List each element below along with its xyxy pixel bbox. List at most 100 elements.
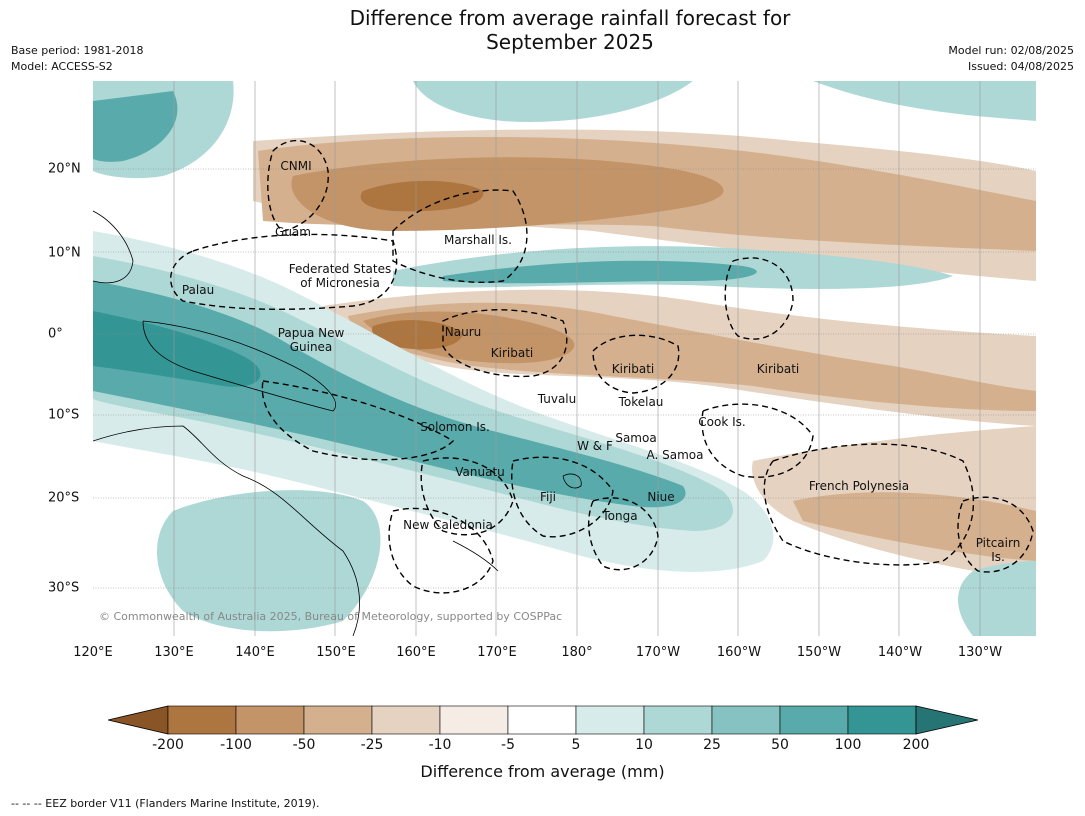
country-label: Kiribati — [490, 346, 534, 360]
country-label: Marshall Is. — [444, 233, 512, 247]
colorbar-tick-label: -5 — [501, 737, 515, 753]
eez-marshall — [392, 189, 528, 283]
colorbar-tick-label: 5 — [571, 737, 581, 753]
country-label: W & F — [577, 439, 613, 453]
eez-fsm — [170, 233, 398, 310]
x-tick-label: 170°E — [477, 645, 517, 660]
colorbar-tick-label: 200 — [902, 737, 930, 753]
eez-kiribati-east — [724, 257, 794, 340]
country-label: New Caledonia — [403, 518, 493, 532]
coastlines — [93, 210, 582, 636]
country-label: Vanuatu — [455, 465, 505, 479]
model-run-issued-info: Model run: 02/08/2025 Issued: 04/08/2025 — [948, 44, 1074, 73]
colorbar-segment — [711, 705, 781, 735]
x-tick-label: 160°E — [396, 645, 436, 660]
wet-region-south — [156, 490, 381, 632]
wet-region-north — [413, 81, 693, 122]
country-label: A. Samoa — [646, 448, 704, 462]
copyright-notice: © Commonwealth of Australia 2025, Bureau… — [99, 610, 563, 623]
colorbar-tick-label: 25 — [703, 737, 721, 753]
dry-region-southeast-core — [793, 492, 1036, 561]
country-label: Tokelau — [618, 395, 664, 409]
wet-region-southeast — [958, 561, 1036, 636]
y-tick-label: 10°S — [48, 407, 80, 423]
colorbar-tick-label: -10 — [428, 737, 452, 753]
colorbar-tick-label: -100 — [220, 737, 252, 753]
x-tick-label: 120°E — [73, 645, 113, 660]
eez-tonga — [588, 497, 659, 571]
country-label: Nauru — [444, 325, 482, 339]
x-tick-label: 160°W — [716, 645, 762, 660]
country-label: Tonga — [602, 509, 638, 523]
country-label: French Polynesia — [808, 479, 910, 493]
base-period-model-info: Base period: 1981-2018 Model: ACCESS-S2 — [11, 44, 144, 73]
country-label: Niue — [647, 490, 675, 504]
colorbar-segment — [779, 705, 849, 735]
map-title: Difference from average rainfall forecas… — [349, 6, 791, 54]
colorbar-tick-label: -50 — [292, 737, 316, 753]
country-label: Palau — [181, 283, 215, 297]
gridlines — [93, 168, 1036, 589]
eez-vanuatu — [420, 457, 514, 536]
meridians — [173, 81, 981, 636]
eez-fiji — [511, 456, 614, 538]
eez-legend-note: -- -- -- EEZ border V11 (Flanders Marine… — [11, 797, 320, 810]
colorbar-segment — [643, 705, 713, 735]
colorbar-segment — [439, 705, 509, 735]
australia-coast — [93, 425, 360, 636]
colorbar-min-extend — [108, 705, 169, 735]
colorbar-segment — [167, 705, 237, 735]
colorbar-segment — [847, 705, 917, 735]
wet-region-northwest-core — [93, 91, 178, 162]
eez-kiribati-central — [592, 334, 680, 394]
dry-region-north-core — [291, 157, 724, 231]
x-tick-label: 180° — [561, 645, 593, 660]
colorbar-title: Difference from average (mm) — [420, 762, 665, 781]
x-tick-label: 170°W — [635, 645, 681, 660]
country-label: Cook Is. — [698, 415, 746, 429]
eez-new-caledonia — [388, 507, 494, 594]
eez-borders — [170, 140, 1034, 594]
colorbar-tick-label: -200 — [152, 737, 184, 753]
x-tick-label: 130°E — [154, 645, 194, 660]
colorbar-segment — [235, 705, 305, 735]
country-label: Kiribati — [756, 362, 800, 376]
x-tick-label: 130°W — [957, 645, 1003, 660]
dry-band-equatorial-max — [372, 320, 463, 350]
wet-band-itcz-core — [443, 260, 757, 284]
colorbar — [108, 705, 978, 735]
country-label: Kiribati — [611, 362, 655, 376]
eez-solomon — [261, 380, 455, 461]
colorbar-segment — [507, 705, 577, 735]
colorbar-tick-label: 10 — [635, 737, 653, 753]
new-caledonia-coast — [452, 540, 499, 572]
y-tick-label: 20°S — [48, 490, 80, 506]
y-tick-label: 0° — [48, 326, 63, 342]
wet-region-southwest-max — [93, 311, 261, 387]
country-label: Samoa — [615, 431, 657, 445]
x-tick-label: 150°E — [316, 645, 356, 660]
x-tick-label: 140°E — [235, 645, 275, 660]
country-label: Fiji — [539, 490, 557, 504]
eez-kiribati-west — [442, 309, 568, 378]
country-label: Tuvalu — [537, 392, 577, 406]
colorbar-max-extend — [915, 705, 978, 735]
x-tick-label: 150°W — [796, 645, 842, 660]
colorbar-segment — [303, 705, 373, 735]
fiji-coast — [562, 473, 582, 489]
y-tick-label: 20°N — [48, 161, 81, 177]
country-label: Solomon Is. — [420, 420, 490, 434]
eez-french-polynesia — [763, 443, 975, 566]
new-guinea-coast — [142, 320, 336, 412]
country-label: CNMI — [280, 159, 312, 173]
country-label: Federated States of Micronesia — [288, 262, 392, 290]
eez-cnmi — [267, 140, 329, 232]
colorbar-segment — [371, 705, 441, 735]
colorbar-segment — [575, 705, 645, 735]
y-tick-label: 30°S — [48, 580, 80, 596]
eez-pitcairn — [957, 496, 1034, 573]
x-tick-label: 140°W — [877, 645, 923, 660]
rainfall-anomaly-map — [93, 81, 1036, 636]
colorbar-tick-label: -25 — [360, 737, 384, 753]
philippines-coast — [93, 210, 134, 284]
